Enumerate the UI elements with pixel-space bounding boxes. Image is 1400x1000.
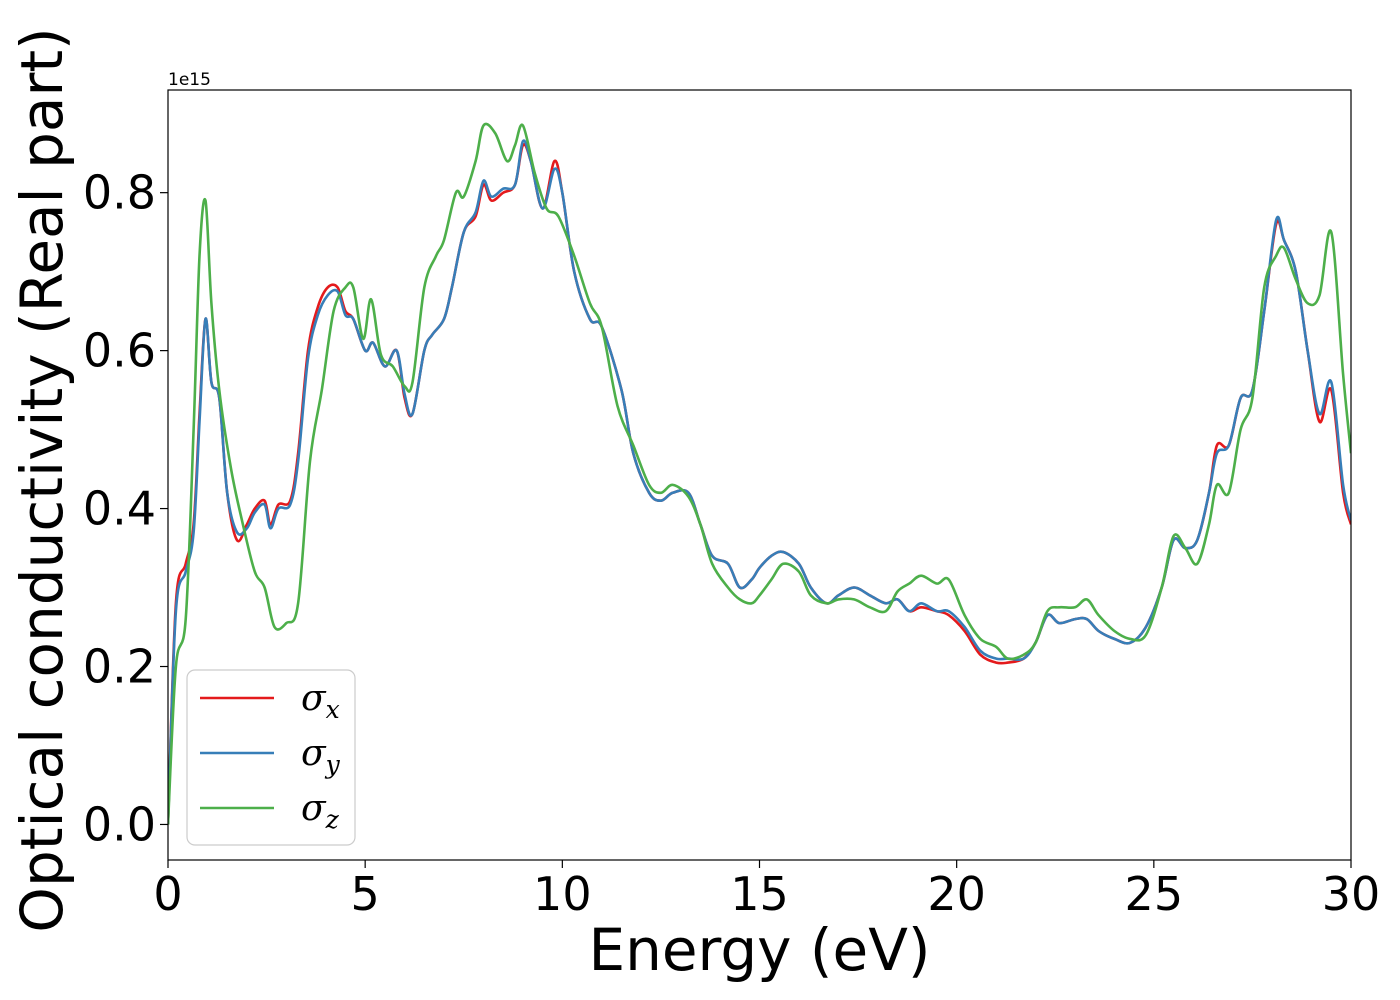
y-tick-label: 0.0 bbox=[83, 797, 156, 851]
y-offset-label: 1e15 bbox=[168, 70, 211, 90]
y-tick-label: 0.8 bbox=[83, 166, 156, 220]
legend-label-y: σy bbox=[301, 733, 341, 779]
series-layer bbox=[168, 122, 1351, 825]
legend-label-x: σx bbox=[301, 678, 340, 724]
x-tick-label: 25 bbox=[1125, 867, 1184, 921]
legend-box bbox=[186, 669, 356, 846]
x-tick-label: 20 bbox=[927, 867, 986, 921]
legend: σx σy σz bbox=[186, 669, 356, 846]
x-tick-label: 30 bbox=[1322, 867, 1381, 921]
x-tick-label: 5 bbox=[351, 867, 380, 921]
x-tick-label: 10 bbox=[533, 867, 592, 921]
series-line-z bbox=[168, 122, 1351, 825]
x-tick-label: 0 bbox=[153, 867, 182, 921]
y-tick-label: 0.4 bbox=[83, 482, 156, 536]
legend-label-z: σz bbox=[301, 788, 340, 834]
x-tick-label: 15 bbox=[730, 867, 789, 921]
x-axis-title: Energy (eV) bbox=[588, 916, 930, 984]
ticks-layer: 0 5 10 15 20 25 30 0.0 0.2 0.4 0.6 0.8 bbox=[83, 166, 1380, 921]
y-tick-label: 0.2 bbox=[83, 640, 156, 694]
y-tick-label: 0.6 bbox=[83, 324, 156, 378]
y-axis-title: Optical conductivity (Real part) bbox=[8, 27, 76, 932]
